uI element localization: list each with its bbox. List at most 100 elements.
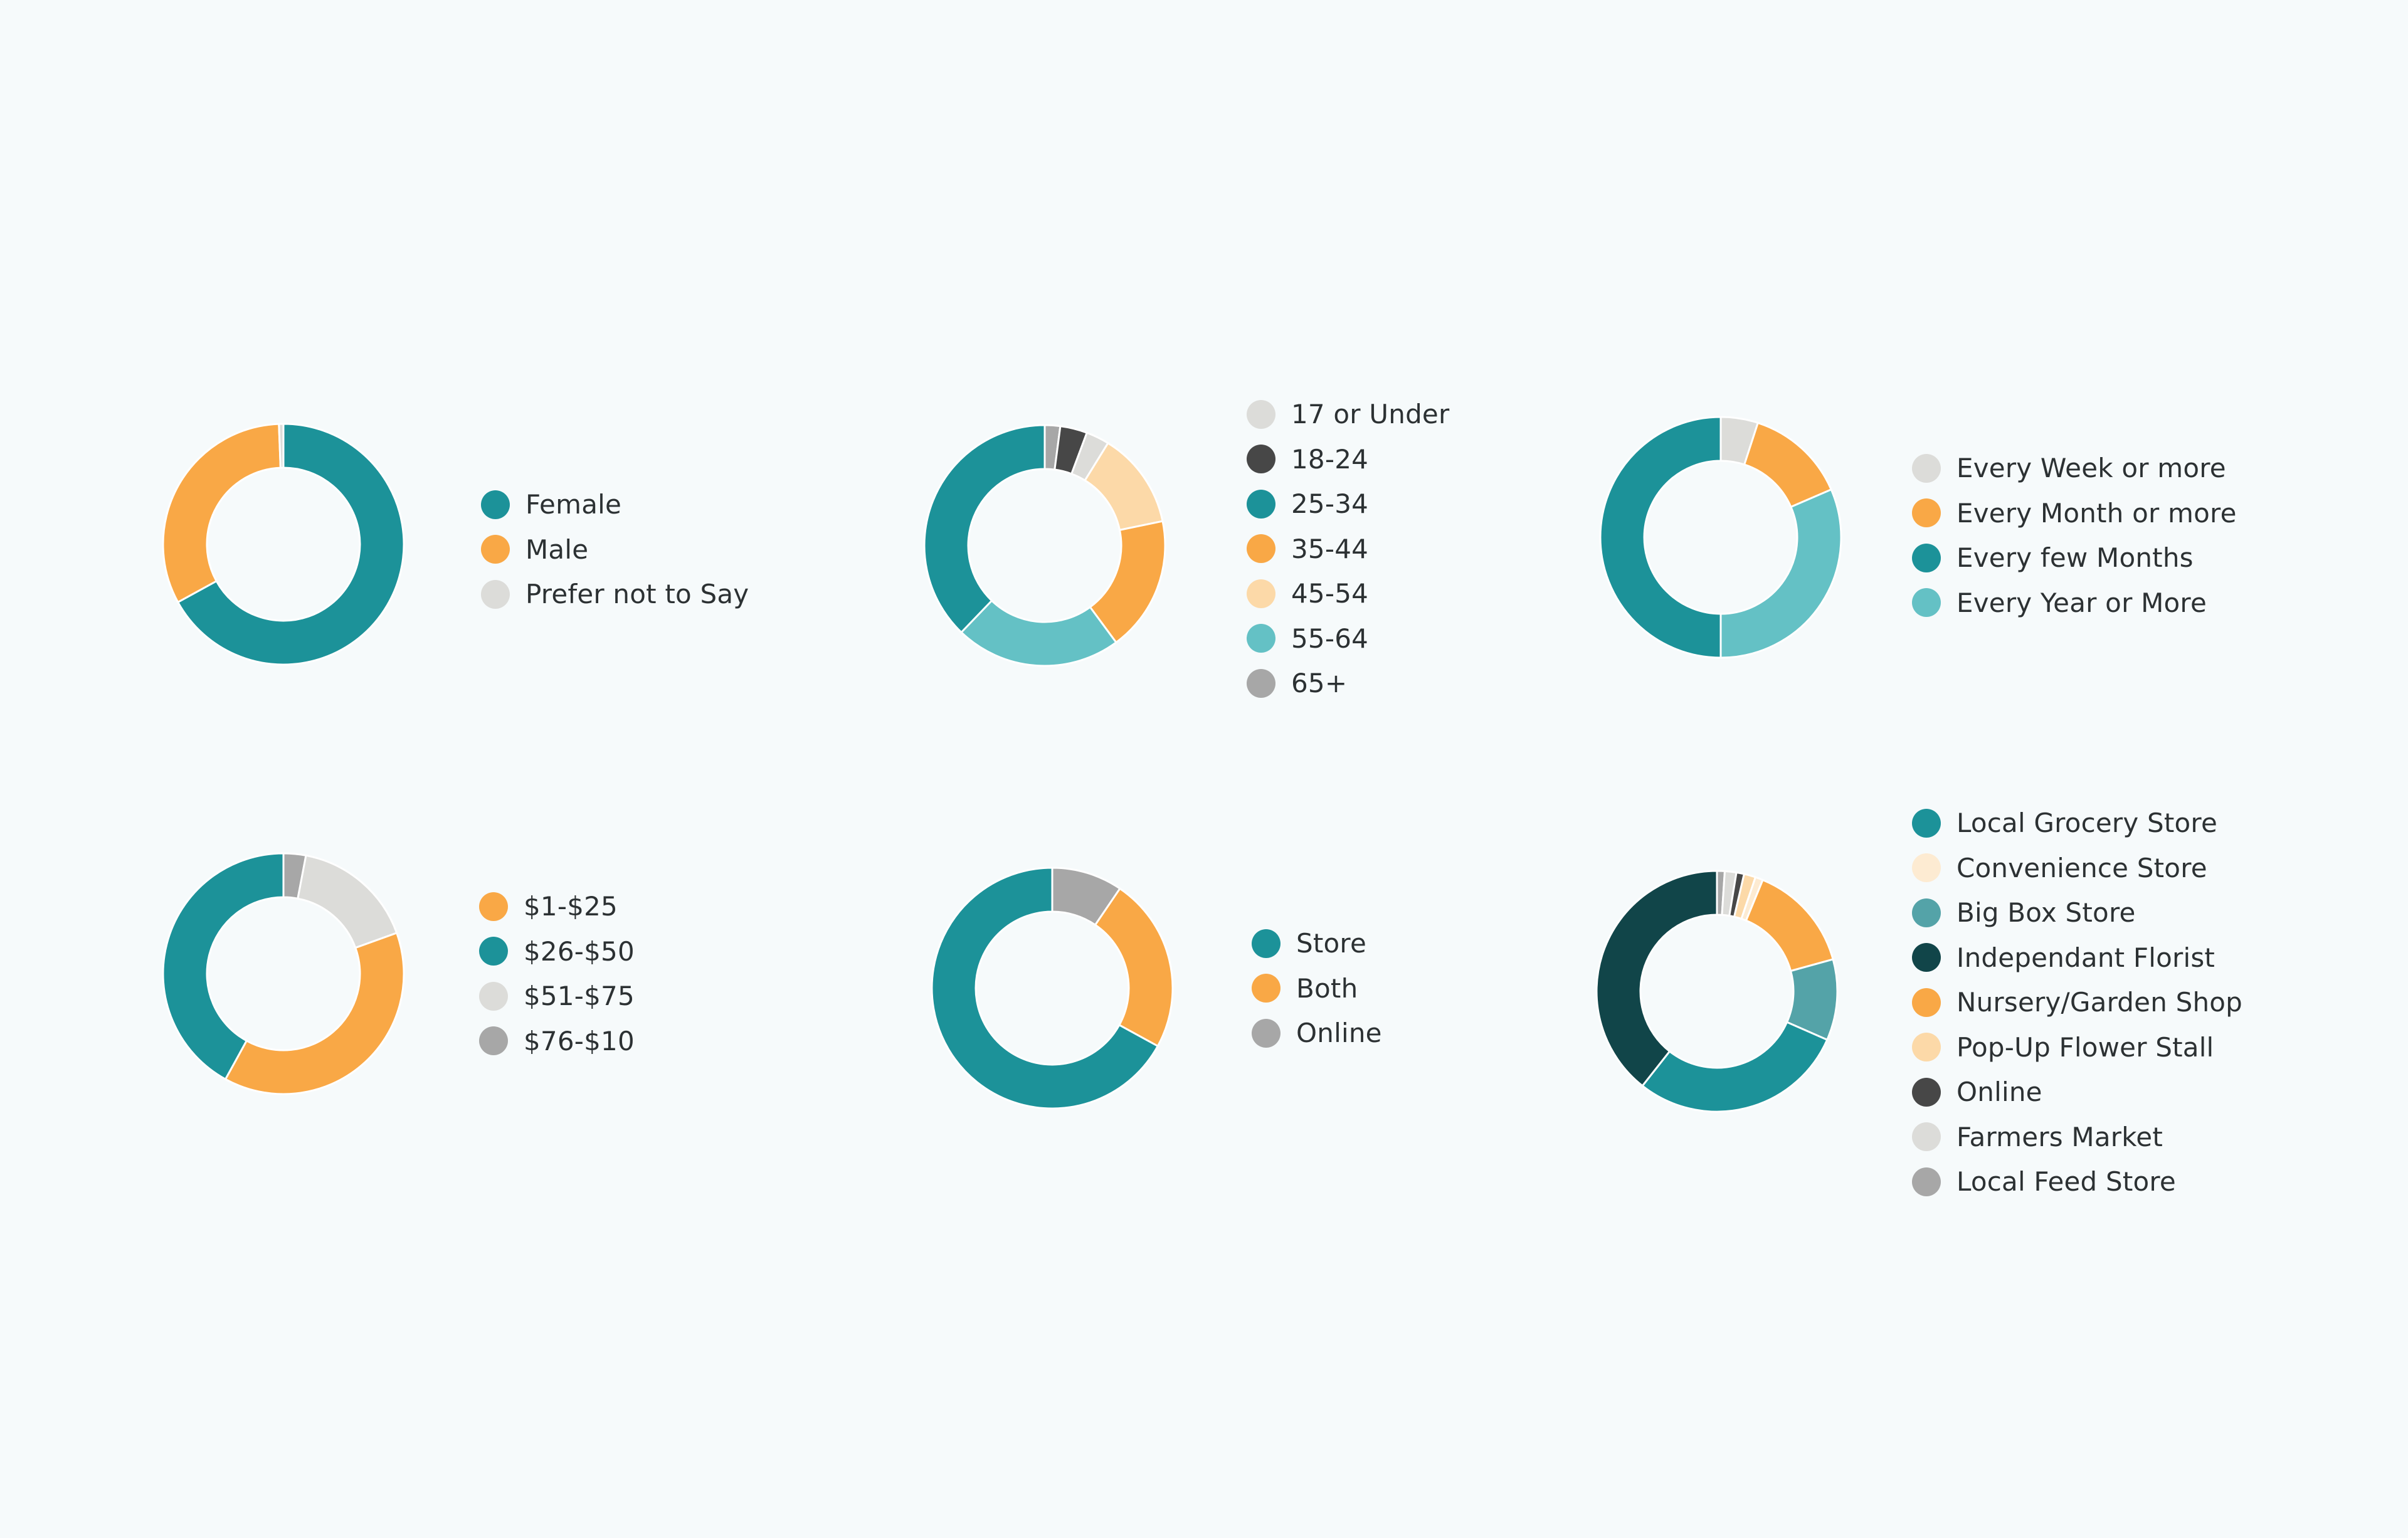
legend-swatch xyxy=(1912,1167,1941,1196)
legend-label: Every Month or more xyxy=(1956,497,2237,529)
legend-label: $51-$75 xyxy=(524,981,635,1012)
legend-swatch xyxy=(1247,534,1275,564)
legend-item-local-feed-store: Local Feed Store xyxy=(1912,1159,2242,1204)
slice-nursery-garden-shop xyxy=(1745,878,1834,972)
legend-label: 18-24 xyxy=(1291,443,1369,475)
legend-item-65: 65+ xyxy=(1247,661,1449,706)
legend-item-convenience-store: Convenience Store xyxy=(1912,846,2242,891)
legend-item-17-or-under: 17 or Under xyxy=(1247,392,1449,437)
legend-item-every-few-months: Every few Months xyxy=(1912,535,2237,581)
legend-item-online: Online xyxy=(1252,1011,1382,1056)
donut-gender xyxy=(162,423,405,666)
legend-swatch xyxy=(1247,445,1275,474)
legend-swatch xyxy=(481,579,510,609)
legend-label: Every Year or More xyxy=(1956,587,2207,618)
legend-label: Farmers Market xyxy=(1956,1121,2163,1152)
slice-independant-florist xyxy=(1595,870,1718,1087)
legend-frequency: Every Week or more Every Month or more Eve… xyxy=(1912,446,2237,625)
legend-label: Pop-Up Flower Stall xyxy=(1956,1031,2214,1063)
slice-female xyxy=(177,423,405,666)
legend-item-prefer-not-to-say: Prefer not to Say xyxy=(481,572,749,617)
legend-swatch xyxy=(481,535,510,564)
slice-51-75 xyxy=(297,854,398,949)
donut-retailer xyxy=(1595,870,1839,1113)
legend-label: Online xyxy=(1956,1077,2042,1108)
legend-item-55-64: 55-64 xyxy=(1247,616,1449,661)
legend-label: Convenience Store xyxy=(1956,852,2207,883)
legend-label: Big Box Store xyxy=(1956,897,2136,929)
legend-swatch xyxy=(1252,929,1281,958)
legend-item-51-75: $51-$75 xyxy=(479,974,635,1019)
legend-item-nursery-garden-shop: Nursery/Garden Shop xyxy=(1912,980,2242,1025)
legend-swatch xyxy=(479,1026,508,1056)
donut-frequency xyxy=(1599,416,1842,659)
legend-item-18-24: 18-24 xyxy=(1247,437,1449,482)
legend-swatch xyxy=(1912,898,1941,927)
legend-swatch xyxy=(1247,399,1275,429)
legend-label: Female xyxy=(525,489,622,520)
legend-label: Every few Months xyxy=(1956,542,2194,574)
legend-swatch xyxy=(1252,1018,1281,1048)
legend-swatch xyxy=(479,937,508,966)
donut-channel xyxy=(931,866,1174,1110)
slice-1-25 xyxy=(224,932,405,1095)
legend-item-26-50: $26-$50 xyxy=(479,929,635,974)
legend-swatch xyxy=(1247,579,1275,608)
legend-swatch xyxy=(1912,943,1941,972)
legend-label: $26-$50 xyxy=(524,935,635,967)
legend-label: Prefer not to Say xyxy=(525,579,749,610)
legend-item-45-54: 45-54 xyxy=(1247,571,1449,616)
legend-item-35-44: 35-44 xyxy=(1247,527,1449,572)
legend-retailer: Local Grocery Store Convenience Store Big … xyxy=(1912,801,2242,1204)
legend-swatch xyxy=(1912,1077,1941,1107)
legend-swatch xyxy=(479,981,508,1011)
legend-swatch xyxy=(1247,624,1275,653)
slice-prefer-not-to-say xyxy=(278,423,285,469)
legend-swatch xyxy=(1912,853,1941,883)
legend-spend: $1-$25 $26-$50 $51-$75 $76-$10 xyxy=(479,884,635,1063)
legend-item-farmers-market: Farmers Market xyxy=(1912,1115,2242,1160)
legend-swatch xyxy=(1247,489,1275,519)
legend-label: Local Feed Store xyxy=(1956,1166,2176,1198)
legend-swatch xyxy=(1912,1033,1941,1062)
legend-label: Every Week or more xyxy=(1956,453,2226,484)
legend-label: Independant Florist xyxy=(1956,942,2215,973)
legend-label: $76-$10 xyxy=(524,1025,635,1056)
legend-swatch xyxy=(1912,1122,1941,1152)
legend-swatch xyxy=(1252,974,1281,1003)
legend-age: 17 or Under 18-24 25-34 35-44 45-54 55-64 65+ xyxy=(1247,392,1449,706)
legend-channel: Store Both Online xyxy=(1252,921,1382,1056)
legend-item-online: Online xyxy=(1912,1070,2242,1115)
legend-item-male: Male xyxy=(481,527,749,572)
slice-every-year-or-more xyxy=(1719,488,1842,659)
legend-swatch xyxy=(1912,808,1941,838)
slice-55-64 xyxy=(960,599,1117,667)
slice-25-34 xyxy=(923,424,1046,633)
legend-item-female: Female xyxy=(481,482,749,527)
legend-swatch xyxy=(1247,668,1275,698)
slice-26-50 xyxy=(162,852,285,1080)
legend-swatch xyxy=(1912,988,1941,1017)
legend-item-every-week-or-more: Every Week or more xyxy=(1912,446,2237,491)
legend-label: Nursery/Garden Shop xyxy=(1956,987,2243,1018)
legend-swatch xyxy=(1912,588,1941,618)
legend-label: 25-34 xyxy=(1291,488,1369,520)
legend-label: Online xyxy=(1296,1018,1382,1049)
legend-item-1-25: $1-$25 xyxy=(479,884,635,929)
slice-store xyxy=(931,866,1159,1110)
donut-spend xyxy=(162,852,405,1095)
legend-item-store: Store xyxy=(1252,921,1382,966)
legend-label: Store xyxy=(1296,928,1367,959)
slice-local-grocery-store xyxy=(1641,1021,1829,1113)
legend-swatch xyxy=(1912,543,1941,572)
legend-item-pop-up-flower-stall: Pop-Up Flower Stall xyxy=(1912,1025,2242,1070)
legend-label: 17 or Under xyxy=(1291,399,1450,430)
legend-item-every-month-or-more: Every Month or more xyxy=(1912,491,2237,536)
legend-label: Local Grocery Store xyxy=(1956,808,2218,839)
donut-age xyxy=(923,424,1166,667)
legend-label: Both xyxy=(1296,972,1358,1004)
legend-item-25-34: 25-34 xyxy=(1247,482,1449,527)
slice-every-few-months xyxy=(1599,416,1722,659)
legend-label: 45-54 xyxy=(1291,578,1369,609)
legend-label: 65+ xyxy=(1291,668,1348,699)
